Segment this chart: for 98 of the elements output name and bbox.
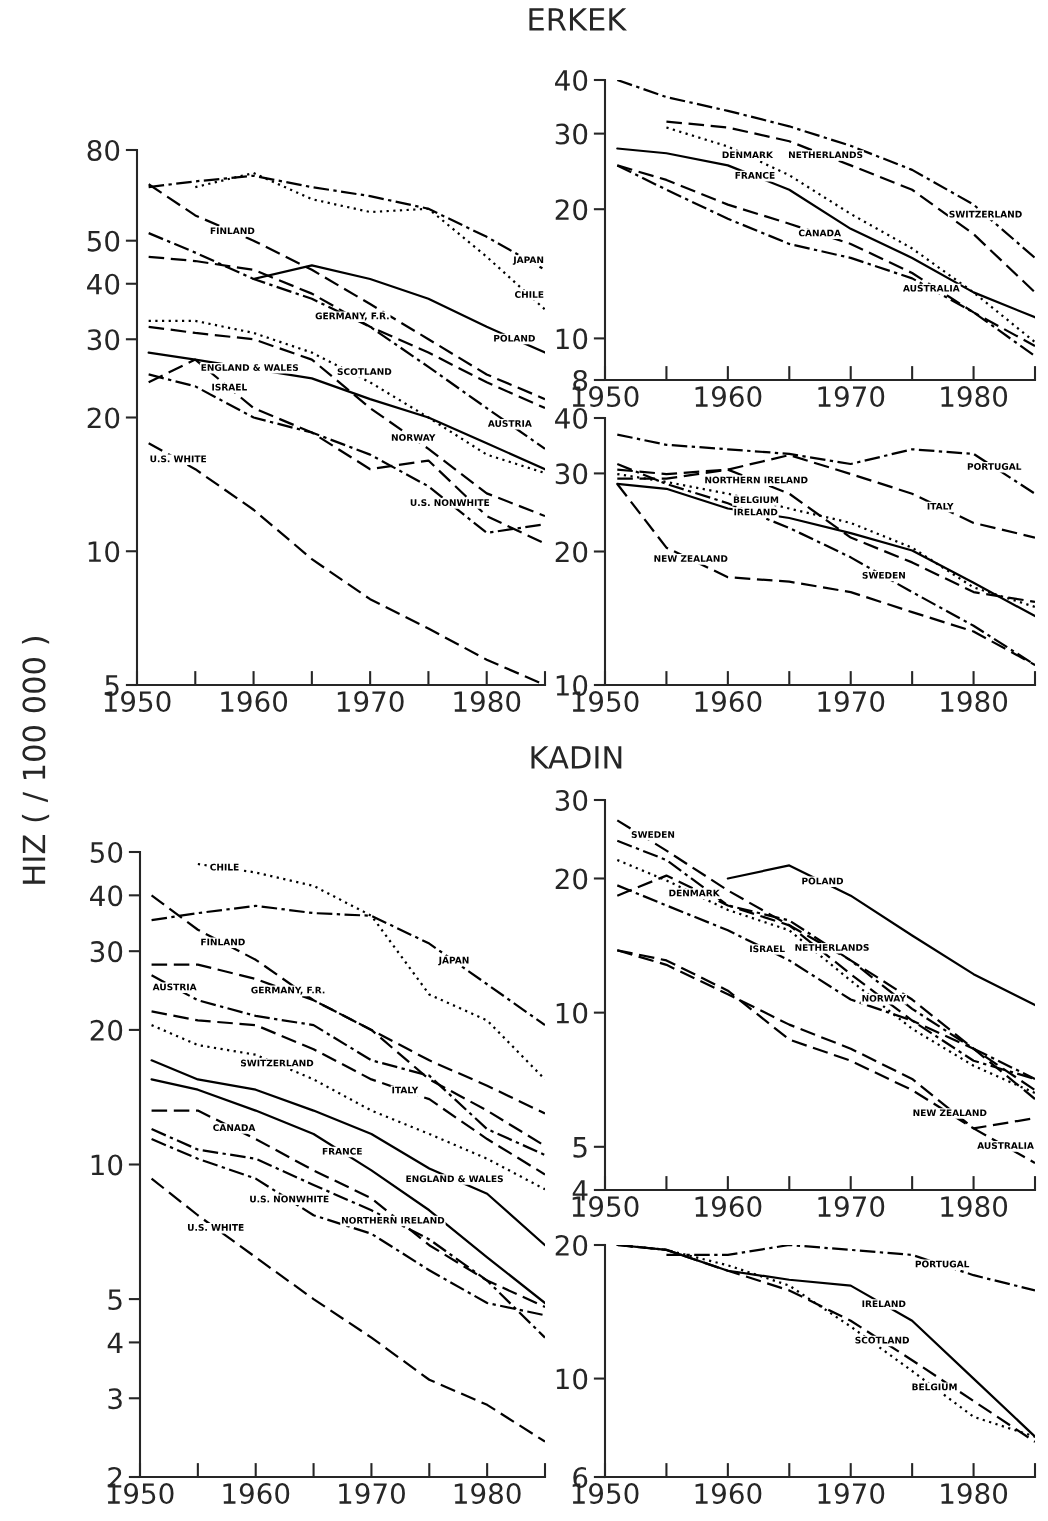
series-label: NEW ZEALAND <box>913 1109 987 1117</box>
chart-title: ERKEK <box>529 8 627 31</box>
y-tick-label: 20 <box>555 541 588 563</box>
x-tick-label: 1980 <box>454 1483 521 1505</box>
y-tick-label: 40 <box>87 273 120 295</box>
series-label: NORWAY <box>391 434 436 441</box>
series-label: GERMANY, F.R. <box>251 986 325 995</box>
series-label: CHILE <box>514 291 544 298</box>
series-label: NORWAY <box>862 994 907 1002</box>
series-label: CANADA <box>213 1124 256 1132</box>
x-tick-label: 1970 <box>818 386 885 408</box>
y-tick-label: 80 <box>87 139 120 161</box>
x-tick-label: 1960 <box>223 1483 290 1505</box>
series-label: NEW ZEALAND <box>654 555 728 562</box>
series-label: AUSTRIA <box>152 983 197 991</box>
series-label: CHILE <box>210 863 239 871</box>
series-label: JAPAN <box>512 256 544 265</box>
series-label: CANADA <box>798 229 841 237</box>
series-label: ISRAEL <box>212 383 247 391</box>
series-label: IRELAND <box>862 1300 906 1308</box>
series-label: NETHERLANDS <box>788 151 863 159</box>
y-axis-title: HIZ ( / 100 000 ) <box>21 636 50 884</box>
y-tick-label: 40 <box>555 69 588 91</box>
series-label: BELGIUM <box>912 1383 957 1391</box>
y-tick-label: 50 <box>90 841 123 863</box>
y-tick-label: 5 <box>108 1289 122 1311</box>
y-tick-label: 30 <box>87 329 120 351</box>
x-tick-label: 1960 <box>695 1483 762 1505</box>
y-tick-label: 20 <box>555 199 588 221</box>
x-tick-label: 1960 <box>695 386 762 408</box>
y-tick-label: 30 <box>90 941 123 963</box>
series-label: U.S. WHITE <box>187 1223 244 1231</box>
series-label: FINLAND <box>210 227 255 234</box>
x-tick-label: 1960 <box>221 691 288 713</box>
series-label: ITALY <box>927 502 954 510</box>
x-tick-label: 1980 <box>941 1483 1008 1505</box>
x-tick-label: 1960 <box>695 691 762 713</box>
y-tick-label: 40 <box>555 407 588 429</box>
x-tick-label: 1960 <box>695 1196 762 1218</box>
y-tick-label: 10 <box>88 541 120 563</box>
y-tick-label: 5 <box>573 1137 587 1158</box>
x-tick-label: 1980 <box>454 691 521 713</box>
x-tick-label: 1970 <box>818 1483 885 1505</box>
series-label: FINLAND <box>201 938 245 946</box>
series-label: NETHERLANDS <box>795 944 869 951</box>
series-label: SCOTLAND <box>337 368 392 375</box>
series-label: SWITZERLAND <box>240 1059 314 1067</box>
x-tick-label: 1970 <box>339 1483 405 1505</box>
series-label: AUSTRIA <box>487 420 532 427</box>
x-tick-label: 1970 <box>337 691 404 713</box>
y-tick-label: 10 <box>556 328 588 350</box>
series-label: SCOTLAND <box>855 1336 910 1344</box>
series-label: GERMANY, F.R. <box>315 312 389 321</box>
series-label: POLAND <box>494 334 535 342</box>
series-label: PORTUGAL <box>967 463 1022 470</box>
x-tick-label: 1980 <box>941 691 1008 713</box>
y-tick-label: 40 <box>90 885 123 907</box>
y-tick-label: 20 <box>555 1234 588 1256</box>
y-tick-label: 30 <box>555 463 588 485</box>
series-label: PORTUGAL <box>915 1260 970 1268</box>
series-label: AUSTRALIA <box>903 284 960 292</box>
y-tick-label: 30 <box>555 789 588 811</box>
x-tick-label: 1980 <box>941 1196 1008 1218</box>
y-tick-label: 3 <box>108 1388 122 1410</box>
series-label: U.S. NONWHITE <box>410 499 490 507</box>
y-tick-label: 30 <box>555 123 588 145</box>
series-label: FRANCE <box>735 171 775 179</box>
y-tick-label: 20 <box>555 868 588 890</box>
y-tick-label: 50 <box>87 230 120 252</box>
x-tick-label: 1970 <box>818 1196 885 1218</box>
series-label: ISRAEL <box>750 945 785 953</box>
y-tick-label: 10 <box>556 1368 588 1390</box>
series-label: U.S. WHITE <box>150 455 207 463</box>
y-tick-label: 20 <box>87 407 120 429</box>
y-tick-label: 4 <box>107 1332 123 1353</box>
series-label: NORTHERN IRELAND <box>705 476 808 484</box>
series-label: DENMARK <box>669 889 720 897</box>
series-label: AUSTRALIA <box>977 1142 1034 1149</box>
series-label: BELGIUM <box>733 496 779 504</box>
chart-title: KADIN <box>531 746 622 769</box>
series-label: POLAND <box>802 877 844 885</box>
series-label: ENGLAND & WALES <box>201 364 299 371</box>
series-label: SWEDEN <box>631 831 675 838</box>
series-label: JAPAN <box>438 956 469 966</box>
series-label: FRANCE <box>322 1147 362 1155</box>
series-label: ITALY <box>392 1086 419 1094</box>
y-tick-label: 10 <box>91 1154 123 1176</box>
series-label: NORTHERN IRELAND <box>341 1216 445 1224</box>
y-tick-label: 10 <box>556 1002 588 1024</box>
series-label: ENGLAND & WALES <box>406 1175 503 1183</box>
series-label: SWITZERLAND <box>949 210 1022 218</box>
series-label: IRELAND <box>734 508 778 516</box>
x-tick-label: 1980 <box>941 386 1008 408</box>
series-label: U.S. NONWHITE <box>250 1195 329 1203</box>
series-label: DENMARK <box>722 151 774 159</box>
x-tick-label: 1970 <box>818 691 885 713</box>
y-tick-label: 20 <box>90 1019 123 1041</box>
series-label: SWEDEN <box>862 571 905 579</box>
